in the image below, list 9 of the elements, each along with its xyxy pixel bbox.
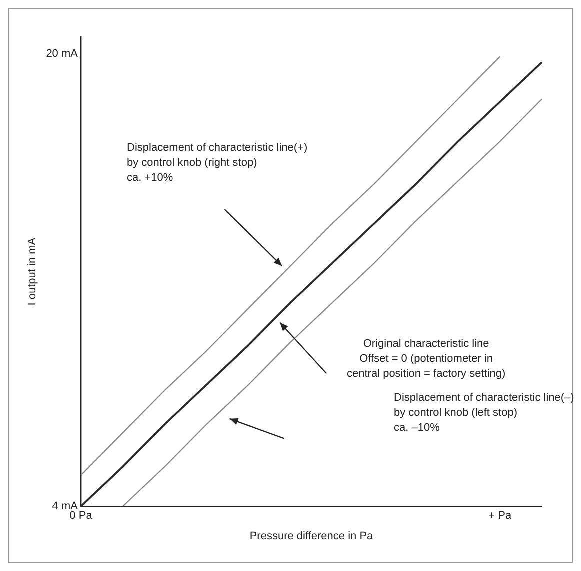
annotation: Displacement of characteristic line(–) by control knob (left stop) ca. –10% [394,391,574,436]
annotation: Displacement of characteristic line(+) by control knob (right stop) ca. +10% [127,141,308,186]
y-axis-title: I output in mA [26,237,39,306]
y-tick-label: 4 mA [52,500,79,513]
y-tick-label: 20 mA [46,48,79,60]
annotation: Original characteristic line Offset = 0 (potentiometer in central position = factory setting) [347,337,506,382]
x-tick-label: + Pa [488,510,512,522]
x-tick-label: 0 Pa [70,510,94,522]
x-axis-title: Pressure difference in Pa [250,530,374,542]
